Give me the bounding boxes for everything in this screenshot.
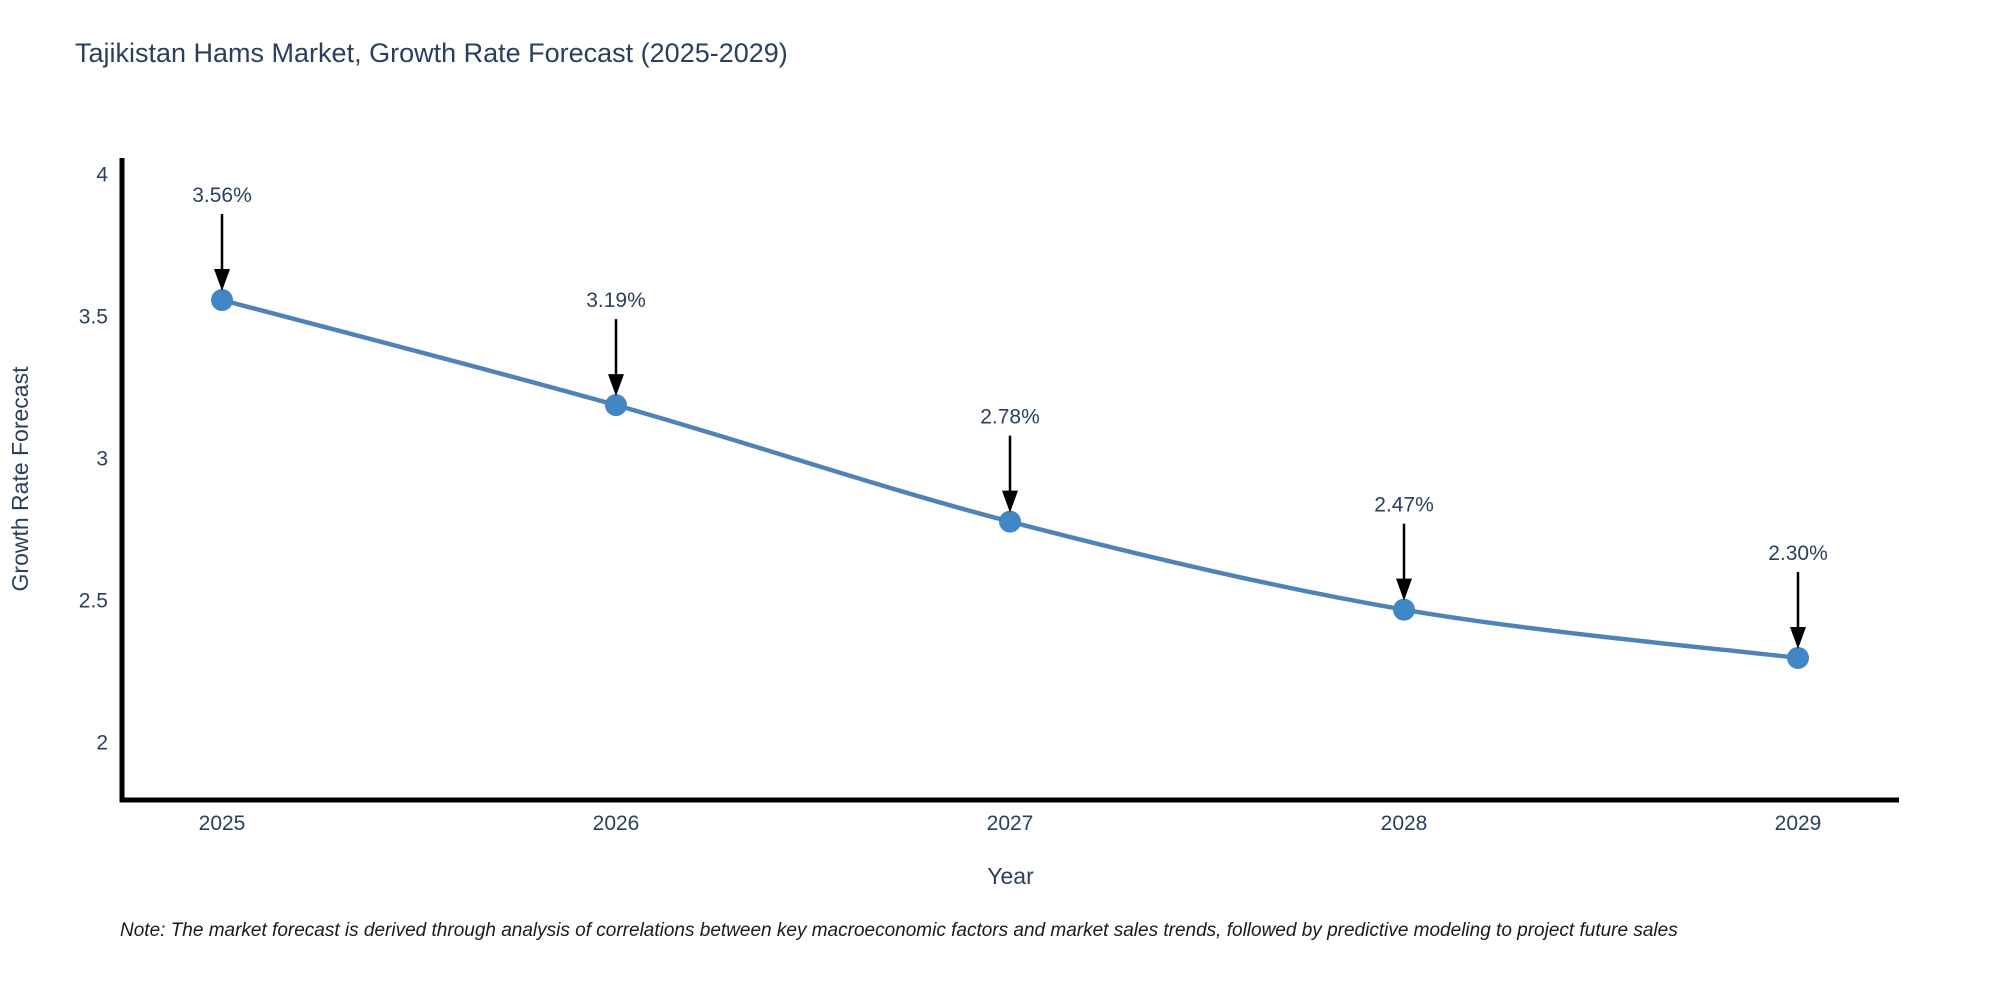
data-point-marker xyxy=(605,394,627,417)
annotation-arrow-head xyxy=(1396,578,1412,601)
x-tick-label: 2027 xyxy=(987,812,1034,835)
annotation-arrow-head xyxy=(214,269,230,292)
y-tick-label: 2.5 xyxy=(79,590,108,613)
data-point-marker xyxy=(211,289,233,312)
chart-title: Tajikistan Hams Market, Growth Rate Fore… xyxy=(75,38,788,68)
footnote-text: Note: The market forecast is derived thr… xyxy=(120,920,1678,941)
y-tick-label: 3 xyxy=(96,448,108,471)
x-tick-label: 2025 xyxy=(199,812,246,835)
y-tick-label: 4 xyxy=(96,164,108,187)
data-point-label: 2.47% xyxy=(1374,494,1434,517)
y-axis-title: Growth Rate Forecast xyxy=(7,366,33,592)
annotation-arrow-head xyxy=(1002,490,1018,513)
x-tick-label: 2028 xyxy=(1381,812,1428,835)
data-point-label: 2.30% xyxy=(1768,542,1828,565)
x-tick-label: 2026 xyxy=(593,812,640,835)
data-point-label: 2.78% xyxy=(980,406,1040,429)
annotation-arrow-head xyxy=(608,374,624,397)
x-axis-title: Year xyxy=(987,863,1034,889)
data-point-label: 3.19% xyxy=(586,289,646,312)
y-tick-label: 2 xyxy=(96,732,108,755)
data-point-marker xyxy=(1787,646,1809,669)
data-point-marker xyxy=(999,510,1021,533)
data-point-label: 3.56% xyxy=(192,184,252,207)
data-point-marker xyxy=(1393,598,1415,621)
x-tick-label: 2029 xyxy=(1775,812,1822,835)
annotation-arrow-head xyxy=(1790,626,1806,649)
y-tick-label: 3.5 xyxy=(79,306,108,329)
